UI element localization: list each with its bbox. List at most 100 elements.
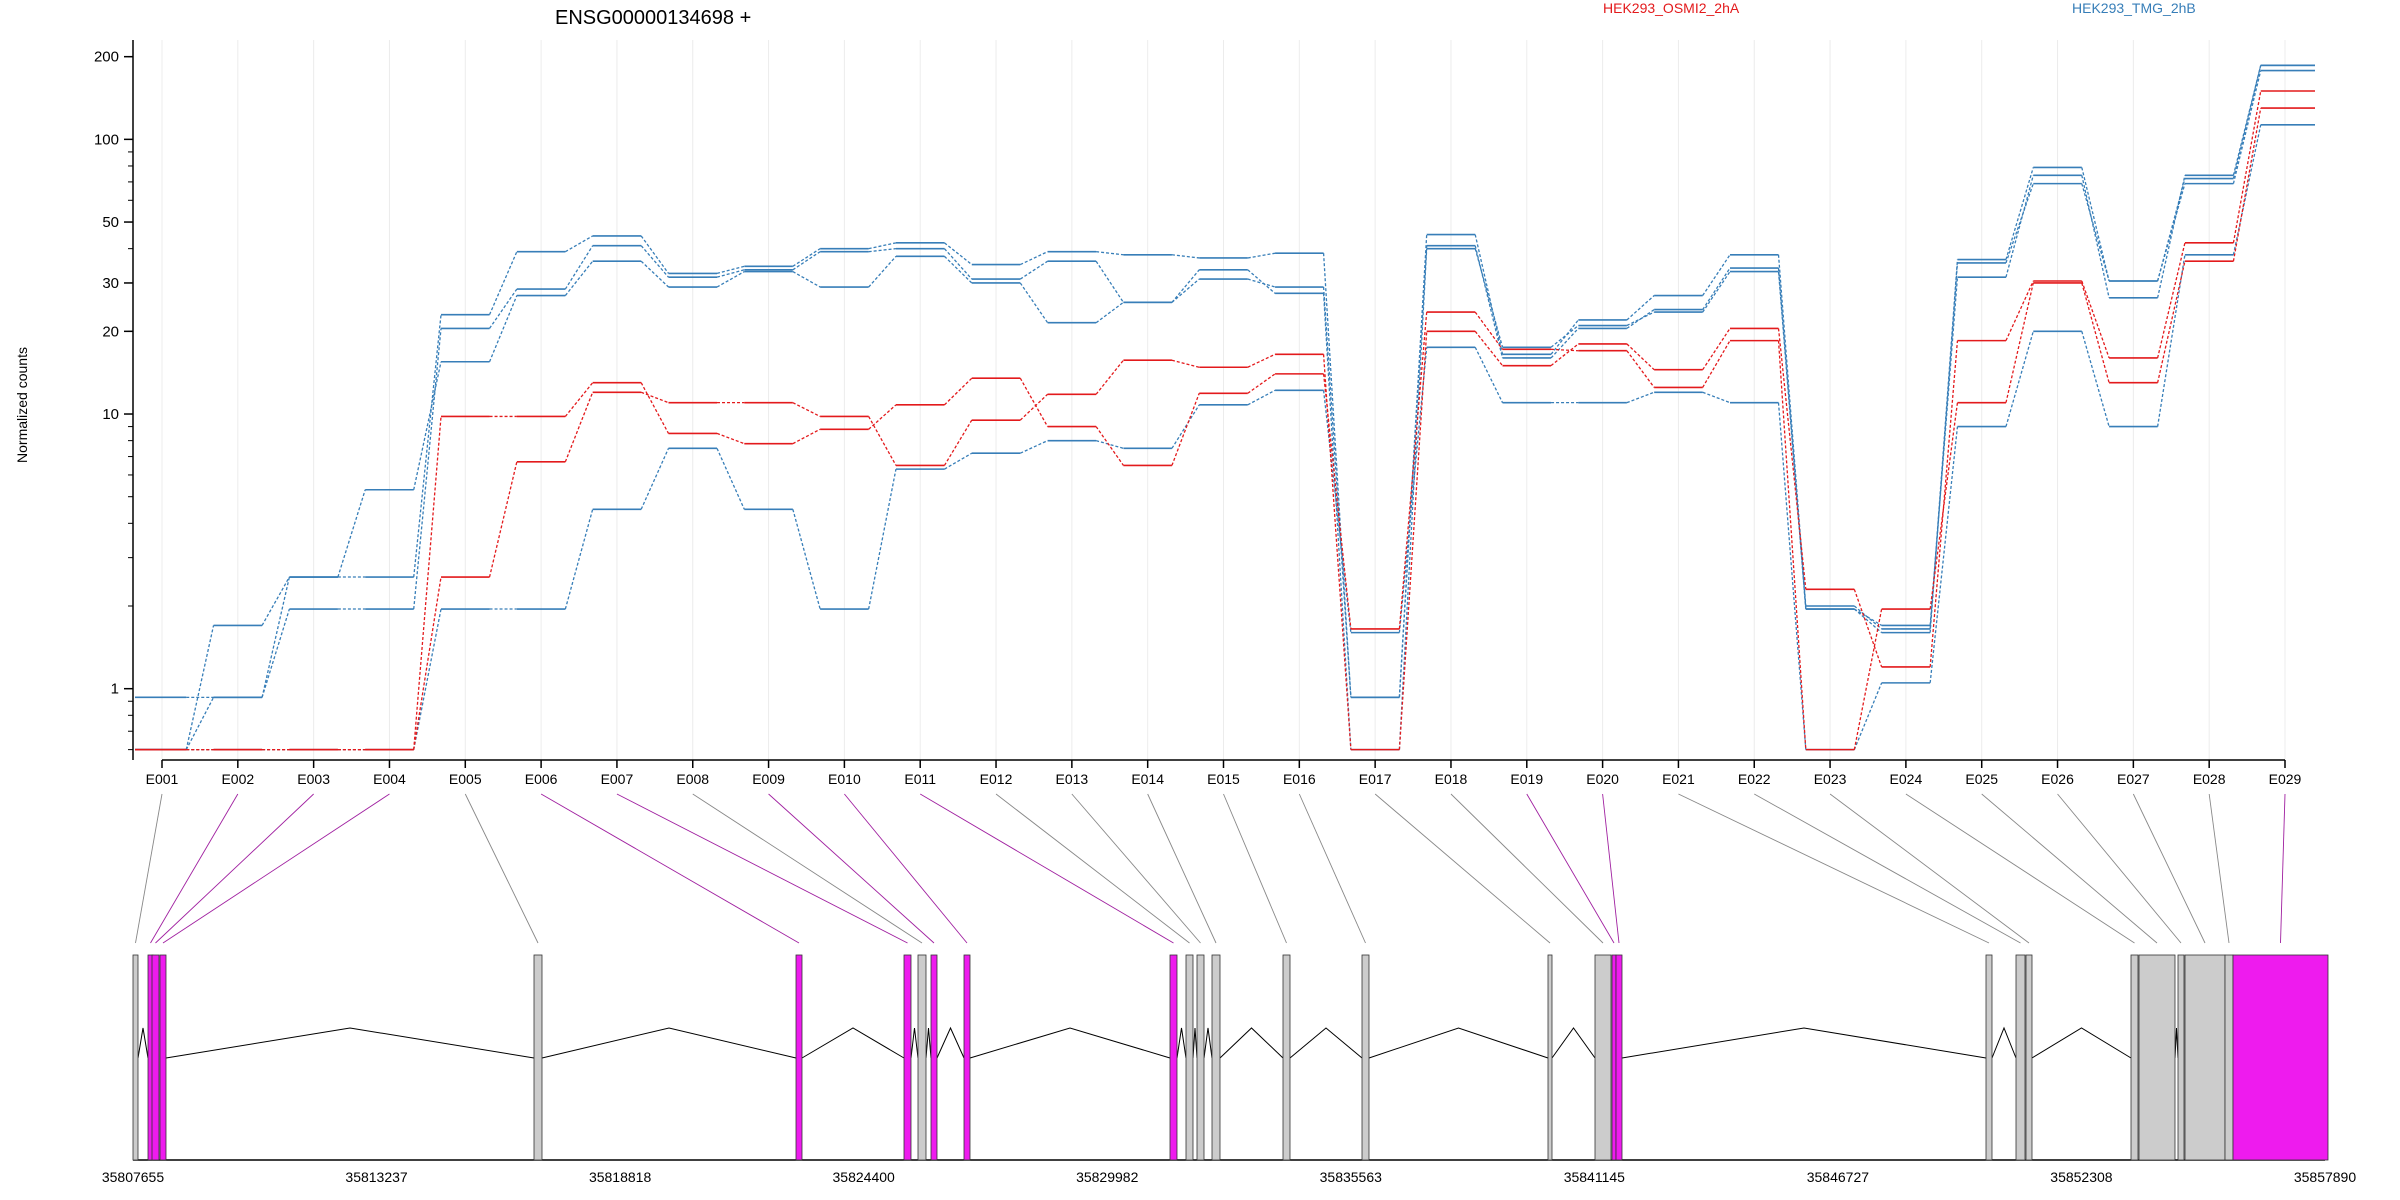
series-6-transition xyxy=(1702,340,1731,388)
series-1-transition xyxy=(1702,267,1731,310)
grid-lines xyxy=(161,40,2286,760)
series-3-transition xyxy=(716,271,745,288)
x-tick-label-E014: E014 xyxy=(1131,771,1164,787)
series-6-transition xyxy=(564,382,594,417)
exon-block-E009 xyxy=(930,954,938,1161)
series-5-transition xyxy=(1398,331,1428,750)
series-2-transition xyxy=(1626,295,1655,321)
series-3-transition xyxy=(2156,175,2186,298)
x-tick-label-E021: E021 xyxy=(1662,771,1695,787)
connector-E010 xyxy=(844,793,968,944)
series-2-transition xyxy=(1171,254,1200,259)
series-2-transition xyxy=(1702,254,1731,296)
series-3-transition xyxy=(564,260,594,296)
series-4-transition xyxy=(1777,402,1807,750)
exon-block-E024 xyxy=(2130,954,2139,1161)
connector-E008 xyxy=(692,793,923,944)
y-tick-label-10: 10 xyxy=(102,406,119,423)
connector-E002 xyxy=(150,793,239,944)
series-2-transition xyxy=(1398,234,1428,698)
series-5-transition xyxy=(1626,343,1655,371)
connector-E006 xyxy=(540,793,800,944)
genomic-coord-35829982: 35829982 xyxy=(1076,1169,1139,1185)
series-1-transition xyxy=(564,245,594,290)
series-2-transition xyxy=(792,248,821,267)
series-2-transition xyxy=(1096,251,1124,256)
exon-block-E021 xyxy=(1985,954,1993,1161)
series-6-transition xyxy=(1398,312,1428,630)
series-2-transition xyxy=(261,576,291,698)
x-tick-label-E029: E029 xyxy=(2269,771,2302,787)
series-5-transition xyxy=(1095,359,1124,395)
series-6-transition xyxy=(640,382,670,434)
series-4-transition xyxy=(640,448,670,510)
series-1-transition xyxy=(2232,70,2262,184)
y-tick-label-30: 30 xyxy=(102,275,119,292)
exon-block-E016 xyxy=(1361,954,1370,1161)
connector-E005 xyxy=(464,793,539,944)
x-tick-label-E002: E002 xyxy=(221,771,254,787)
genomic-coord-35807655: 35807655 xyxy=(102,1169,165,1185)
series-1-transition xyxy=(2081,183,2110,282)
series-6-transition xyxy=(2005,282,2034,403)
series-3-transition xyxy=(944,255,973,284)
series-5-transition xyxy=(1474,330,1504,367)
series-3-transition xyxy=(640,260,669,288)
series-3 xyxy=(135,64,2315,751)
connector-E009 xyxy=(768,793,935,944)
series-4-transition xyxy=(2232,124,2262,255)
exon-block-E027 xyxy=(2184,954,2226,1161)
connector-E015 xyxy=(1223,793,1287,944)
series-1 xyxy=(135,69,2315,699)
series-2-transition xyxy=(2005,167,2034,260)
series-4-transition xyxy=(1853,682,1883,750)
exon-block-E017 xyxy=(1547,954,1553,1161)
series-5-transition xyxy=(1247,353,1276,368)
series-3-transition xyxy=(1777,271,1807,610)
series-3-transition xyxy=(792,271,821,288)
x-tick-label-E012: E012 xyxy=(980,771,1013,787)
series-2-transition xyxy=(1474,234,1504,355)
genomic-coord-35841145: 35841145 xyxy=(1564,1169,1625,1185)
x-tick-label-E007: E007 xyxy=(601,771,634,787)
exon-block-E005 xyxy=(533,954,543,1161)
series-1-transition xyxy=(1171,278,1200,303)
series-4-transition xyxy=(564,509,594,610)
series-5-transition xyxy=(413,576,442,750)
series-5-transition xyxy=(2005,280,2034,341)
exon-block-E001 xyxy=(132,954,139,1161)
exon-block-E019 xyxy=(1611,954,1617,1161)
series-3-transition xyxy=(1171,269,1200,303)
series-3-transition xyxy=(1929,277,1959,626)
series-2-transition xyxy=(868,242,897,250)
series-6-transition xyxy=(1777,340,1807,750)
connector-E020 xyxy=(1602,793,1620,944)
intron-4 xyxy=(165,1027,535,1059)
exon-block-E003 xyxy=(151,954,160,1161)
series-6-transition xyxy=(1551,348,1579,352)
intron-16 xyxy=(1368,1027,1549,1059)
series-4-transition xyxy=(1474,346,1504,403)
exon-block-E015 xyxy=(1282,954,1291,1161)
series-3-transition xyxy=(1247,269,1276,294)
series-3-transition xyxy=(413,361,442,490)
intron-14 xyxy=(1219,1027,1284,1059)
series-2-transition xyxy=(2156,178,2186,282)
series-5-transition xyxy=(564,392,594,463)
y-tick-label-50: 50 xyxy=(102,214,119,231)
exon-block-E014 xyxy=(1211,954,1221,1161)
series-6-transition xyxy=(2081,282,2110,383)
y-tick-label-200: 200 xyxy=(94,49,119,66)
series-3-transition xyxy=(1398,248,1428,750)
series-3-transition xyxy=(868,255,897,288)
series-3-transition xyxy=(1550,325,1579,348)
series-1-transition xyxy=(640,245,669,278)
series-6-transition xyxy=(1095,426,1124,466)
x-tick-label-E010: E010 xyxy=(828,771,861,787)
series-5-transition xyxy=(868,416,897,466)
exon-block-E026 xyxy=(2177,954,2185,1161)
x-tick-label-E015: E015 xyxy=(1207,771,1240,787)
series-5-transition xyxy=(1171,359,1200,368)
series-3-transition xyxy=(2232,65,2262,176)
exon-block-E004 xyxy=(159,954,167,1161)
